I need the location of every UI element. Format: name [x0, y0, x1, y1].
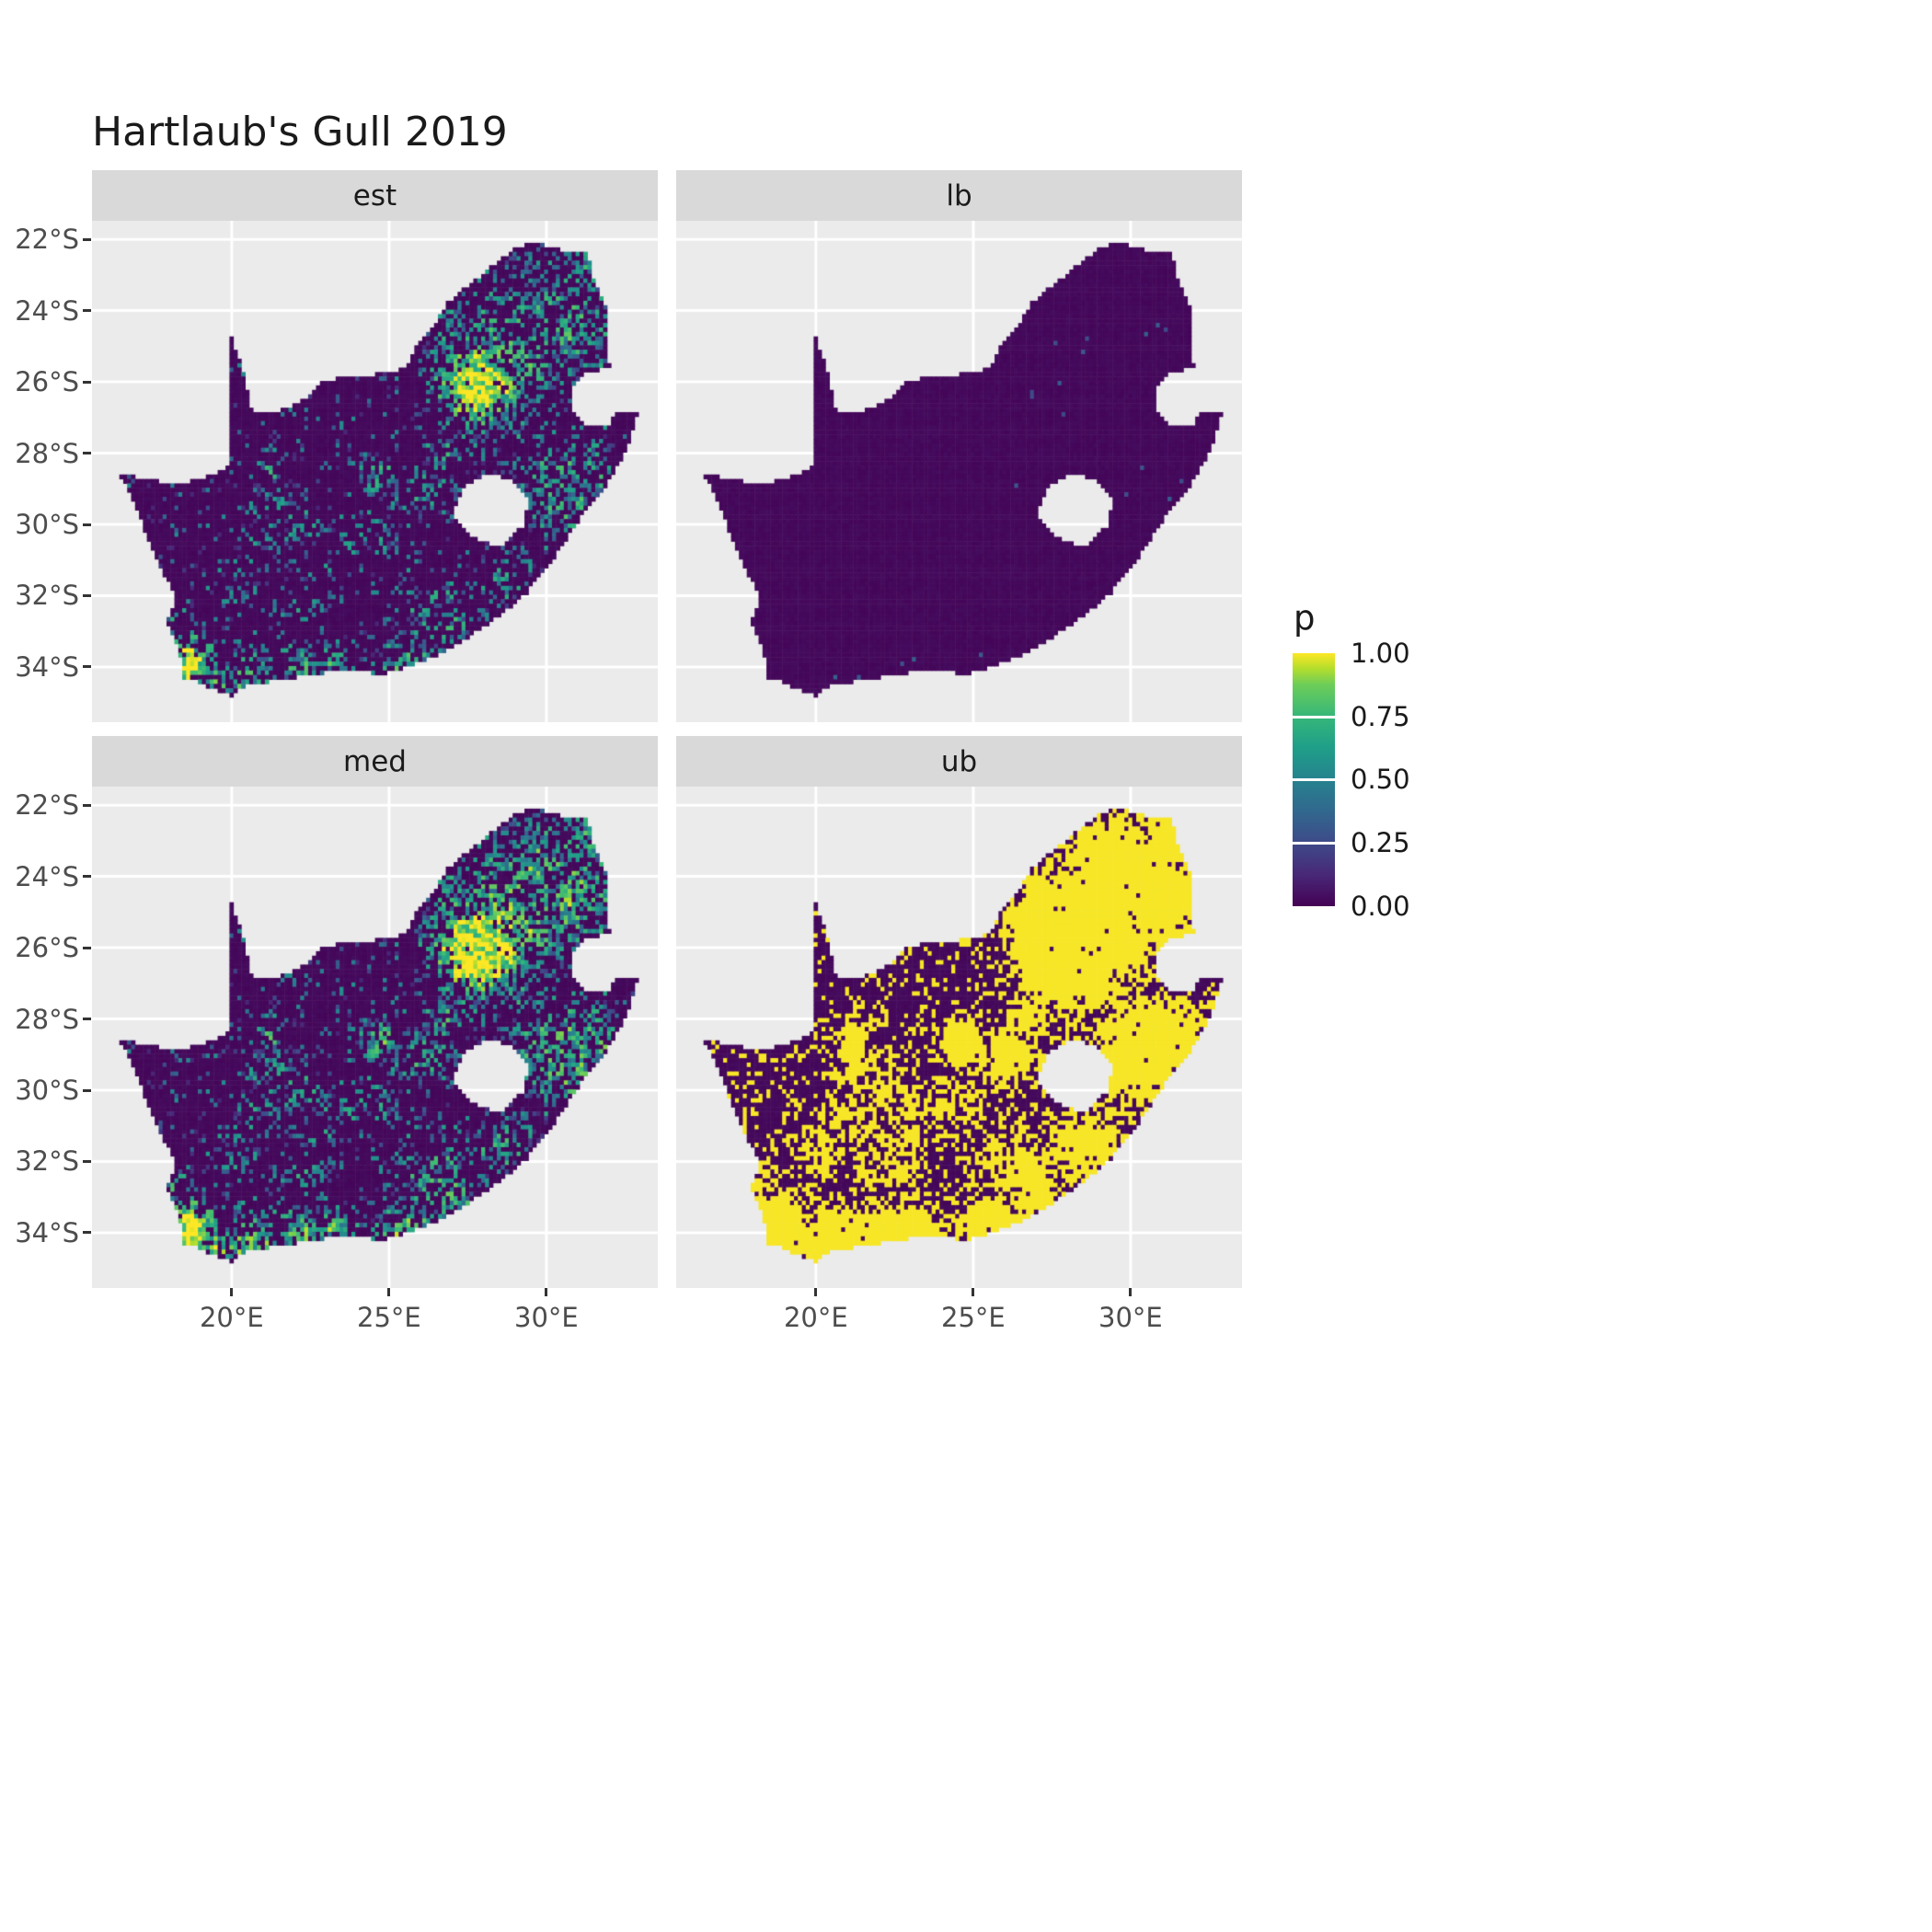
y-axis-tick-label: 34°S — [15, 650, 79, 683]
legend-tick-label: 0.00 — [1351, 891, 1410, 922]
y-axis-tick-label: 26°S — [15, 366, 79, 398]
x-axis-tick-label: 20°E — [783, 1302, 848, 1333]
facet-strip-label-ub: ub — [940, 744, 978, 778]
facet-strip-est: est — [92, 170, 658, 221]
y-axis-tick-label: 28°S — [15, 437, 79, 469]
axis-tick — [972, 1288, 975, 1296]
x-axis-tick-label: 30°E — [514, 1302, 579, 1333]
axis-tick — [387, 1288, 391, 1296]
axis-tick — [83, 380, 91, 384]
legend-tick — [1293, 715, 1335, 719]
axis-tick — [83, 803, 91, 807]
facet-strip-lb: lb — [676, 170, 1242, 221]
y-axis-tick-label: 26°S — [15, 932, 79, 964]
map-panel-ub — [676, 787, 1242, 1288]
x-axis-tick-label: 30°E — [1098, 1302, 1163, 1333]
axis-tick — [83, 237, 91, 241]
axis-tick — [83, 593, 91, 597]
axis-tick — [83, 1088, 91, 1092]
legend-tick — [1293, 842, 1335, 845]
x-axis-tick-label: 25°E — [357, 1302, 421, 1333]
y-axis-tick-label: 30°S — [15, 509, 79, 541]
axis-tick — [83, 946, 91, 949]
facet-strip-ub: ub — [676, 736, 1242, 787]
y-axis-tick-label: 30°S — [15, 1075, 79, 1107]
y-axis-tick-label: 24°S — [15, 860, 79, 892]
y-axis-tick-label: 24°S — [15, 294, 79, 327]
axis-tick — [83, 1231, 91, 1235]
axis-tick — [83, 523, 91, 526]
axis-tick — [1129, 1288, 1133, 1296]
y-axis-tick-label: 32°S — [15, 580, 79, 612]
map-panel-lb — [676, 221, 1242, 722]
axis-tick — [83, 309, 91, 313]
axis-tick — [83, 1159, 91, 1163]
y-axis-tick-label: 34°S — [15, 1216, 79, 1248]
facet-strip-label-lb: lb — [946, 178, 972, 213]
axis-tick — [83, 665, 91, 669]
legend-tick-label: 0.25 — [1351, 827, 1410, 858]
facet-strip-label-est: est — [352, 178, 397, 213]
legend-tick-label: 0.75 — [1351, 701, 1410, 732]
axis-tick — [83, 1018, 91, 1021]
y-axis-tick-label: 32°S — [15, 1145, 79, 1178]
legend-tick-label: 1.00 — [1351, 638, 1410, 669]
facet-strip-med: med — [92, 736, 658, 787]
axis-tick — [83, 452, 91, 455]
y-axis-tick-label: 22°S — [15, 789, 79, 822]
facet-strip-label-med: med — [343, 744, 407, 778]
axis-tick — [83, 875, 91, 879]
x-axis-tick-label: 20°E — [199, 1302, 264, 1333]
y-axis-tick-label: 22°S — [15, 224, 79, 256]
map-panel-med — [92, 787, 658, 1288]
axis-tick — [814, 1288, 818, 1296]
axis-tick — [545, 1288, 548, 1296]
y-axis-tick-label: 28°S — [15, 1003, 79, 1035]
chart-title: Hartlaub's Gull 2019 — [92, 109, 508, 155]
x-axis-tick-label: 25°E — [941, 1302, 1006, 1333]
legend-title: p — [1294, 598, 1316, 638]
map-panel-est — [92, 221, 658, 722]
axis-tick — [230, 1288, 234, 1296]
legend-tick — [1293, 778, 1335, 781]
legend-tick-label: 0.50 — [1351, 764, 1410, 795]
